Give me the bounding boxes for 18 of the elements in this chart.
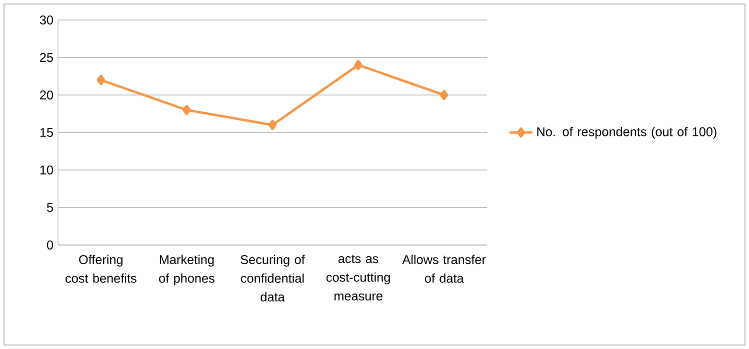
- point: [182, 104, 191, 116]
- y-tick-label: 10: [40, 166, 54, 174]
- point: [268, 120, 277, 130]
- point: [354, 60, 363, 70]
- y-tick-label: 25: [40, 53, 54, 62]
- x-tick-label: Offering cost benefits: [66, 254, 136, 283]
- x-tick-label: Marketing of phones: [159, 254, 214, 286]
- y-tick-label: 0: [46, 240, 54, 250]
- point: [440, 90, 448, 100]
- y-tick-label: 15: [40, 128, 54, 137]
- point: [96, 74, 106, 86]
- legend-label: No. of respondents (out of 100): [537, 126, 716, 139]
- y-tick-label: 30: [40, 16, 54, 24]
- y-tick-label: 5: [46, 203, 54, 212]
- y-tick-label: 20: [40, 90, 54, 100]
- x-tick-label: acts as cost-cutting measure: [326, 254, 390, 300]
- x-tick-label: Securing of confidential data: [240, 254, 305, 302]
- x-tick-label: Allows transfer of data: [402, 254, 486, 283]
